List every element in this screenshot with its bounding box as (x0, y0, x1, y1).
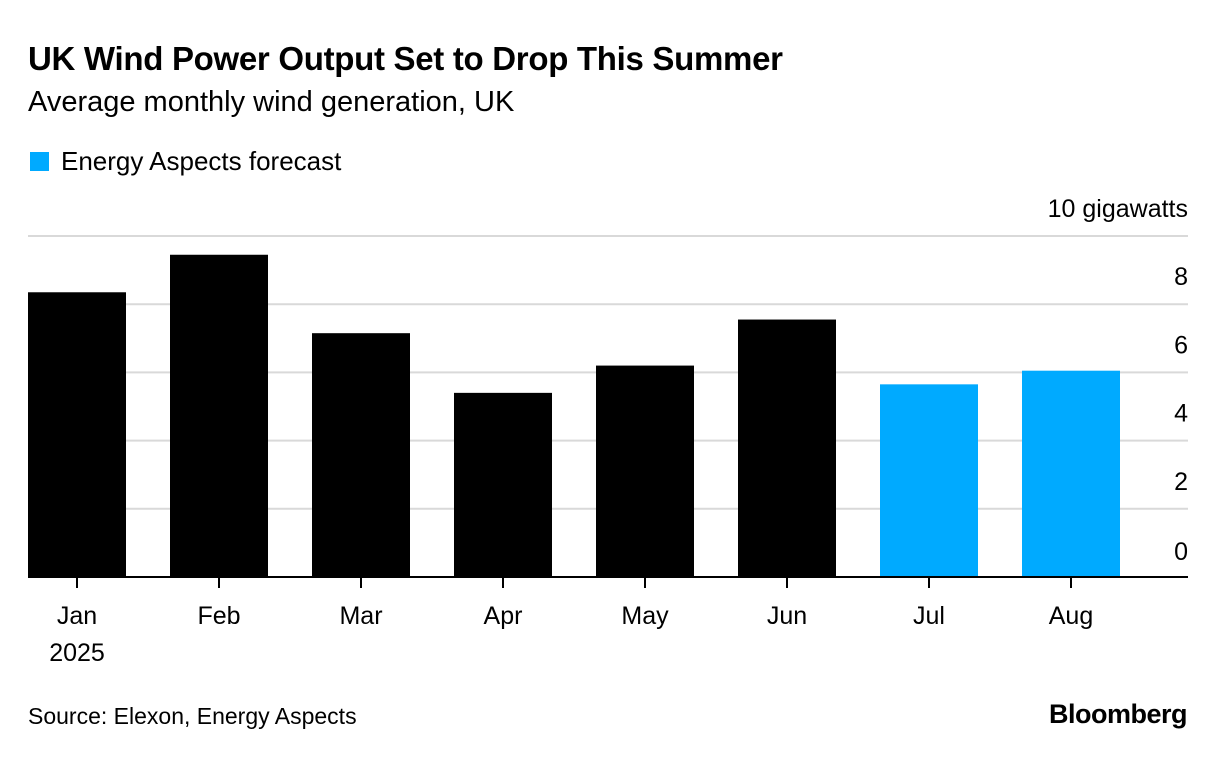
source-note: Source: Elexon, Energy Aspects (28, 703, 357, 729)
x-tick-label: Apr (484, 602, 523, 630)
x-tick-label: Aug (1049, 602, 1093, 630)
y-tick-label: 10 gigawatts (1048, 195, 1188, 223)
bar (312, 333, 410, 577)
x-tick-label: Jan (57, 602, 97, 630)
bar-forecast (880, 384, 978, 577)
bar (454, 392, 552, 577)
bar (28, 292, 126, 577)
x-tick-label: Jun (767, 602, 807, 630)
bloomberg-logo: Bloomberg (1048, 699, 1188, 729)
x-tick-label: May (621, 602, 669, 630)
chart-legend: Energy Aspects forecast (30, 146, 341, 177)
x-tick-sublabel: 2025 (49, 639, 105, 667)
chart-title: UK Wind Power Output Set to Drop This Su… (28, 40, 783, 77)
chart-subtitle: Average monthly wind generation, UK (28, 86, 515, 118)
x-tick-label: Mar (339, 602, 382, 630)
bar-forecast (1022, 370, 1120, 577)
legend-swatch-forecast (30, 152, 49, 171)
y-tick-label: 0 (1174, 538, 1188, 566)
bar (738, 319, 836, 577)
x-tick-label: Jul (913, 602, 945, 630)
y-tick-label: 6 (1174, 331, 1188, 359)
y-tick-label: 4 (1174, 400, 1188, 428)
legend-label-forecast: Energy Aspects forecast (61, 146, 342, 176)
y-tick-label: 2 (1174, 468, 1188, 496)
bar (170, 254, 268, 577)
y-tick-label: 8 (1174, 263, 1188, 291)
x-tick-label: Feb (197, 602, 240, 630)
bar (596, 365, 694, 577)
